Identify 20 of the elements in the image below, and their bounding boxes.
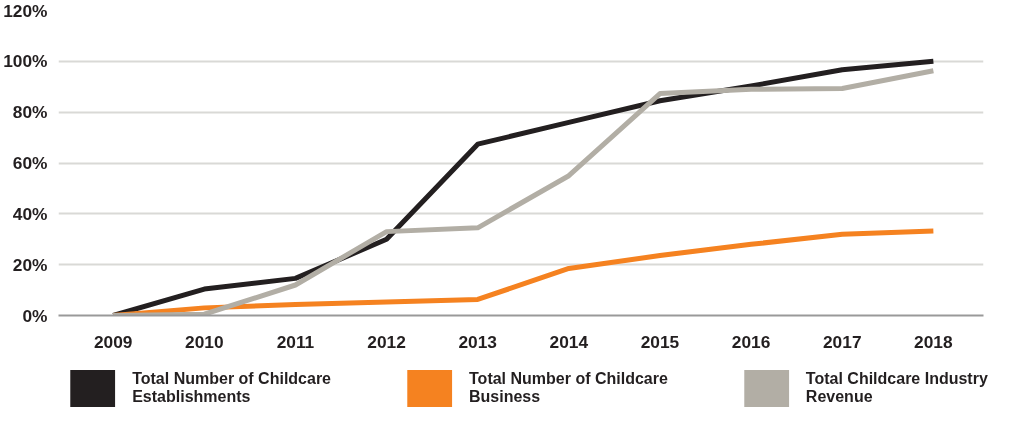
x-tick-label: 2017: [822, 331, 862, 352]
x-tick-label: 2009: [93, 331, 133, 352]
x-tick-label: 2018: [914, 331, 954, 352]
legend-label: Total Number of Childcare Establishments: [132, 368, 332, 407]
x-tick-label: 2013: [458, 331, 498, 352]
y-tick-label: 0%: [22, 305, 48, 326]
x-tick-label: 2010: [185, 331, 224, 352]
x-tick-label: 2016: [731, 331, 771, 352]
x-tick-label: 2014: [549, 331, 589, 352]
legend-label: Total Number of Childcare Business: [469, 368, 668, 407]
x-tick-label: 2015: [640, 331, 680, 352]
y-tick-label: 80%: [12, 102, 48, 123]
x-tick-label: 2012: [367, 331, 406, 352]
x-tick-label: 2011: [276, 331, 315, 352]
y-tick-label: 40%: [12, 203, 48, 224]
y-tick-label: 100%: [3, 51, 48, 72]
y-tick-label: 60%: [12, 153, 48, 173]
legend-label: Total Childcare Industry Revenue: [805, 368, 988, 407]
y-tick-label: 120%: [3, 0, 48, 21]
y-tick-label: 20%: [12, 254, 48, 275]
